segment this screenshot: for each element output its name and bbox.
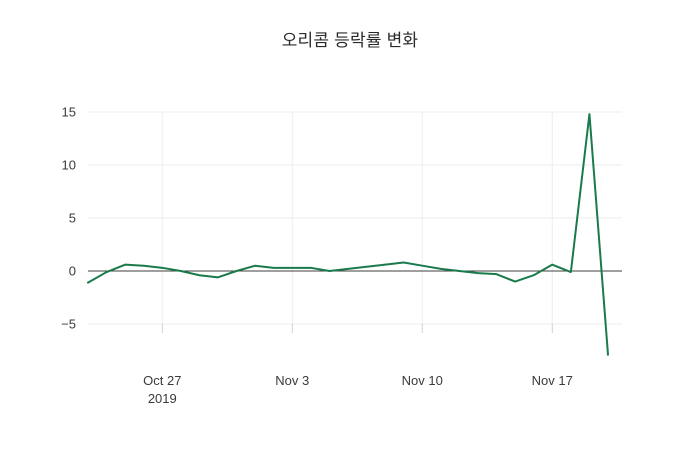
y-gridlines — [88, 111, 622, 325]
data-series-line — [87, 113, 609, 356]
y-tick-label: 15 — [61, 104, 76, 120]
y-tick-label: 10 — [61, 157, 76, 173]
x-tick-label: Nov 3 — [237, 372, 347, 390]
x-tick-label: Oct 27 2019 — [107, 372, 217, 408]
x-tick-label-primary: Nov 17 — [531, 373, 573, 388]
x-tick-marks — [161, 324, 553, 333]
x-gridlines — [161, 112, 553, 324]
y-tick-label: −5 — [61, 316, 76, 332]
x-tick-label-primary: Nov 3 — [275, 373, 310, 388]
x-tick-label: Nov 10 — [367, 372, 477, 390]
y-tick-label: 0 — [68, 263, 76, 279]
x-tick-label-year: 2019 — [147, 391, 177, 406]
x-tick-label: Nov 17 — [497, 372, 607, 390]
chart-title: 오리콤 등락률 변화 — [281, 31, 419, 50]
x-tick-label-primary: Oct 27 — [143, 373, 182, 388]
x-tick-label-primary: Nov 10 — [401, 373, 443, 388]
y-tick-label: 5 — [68, 210, 76, 226]
